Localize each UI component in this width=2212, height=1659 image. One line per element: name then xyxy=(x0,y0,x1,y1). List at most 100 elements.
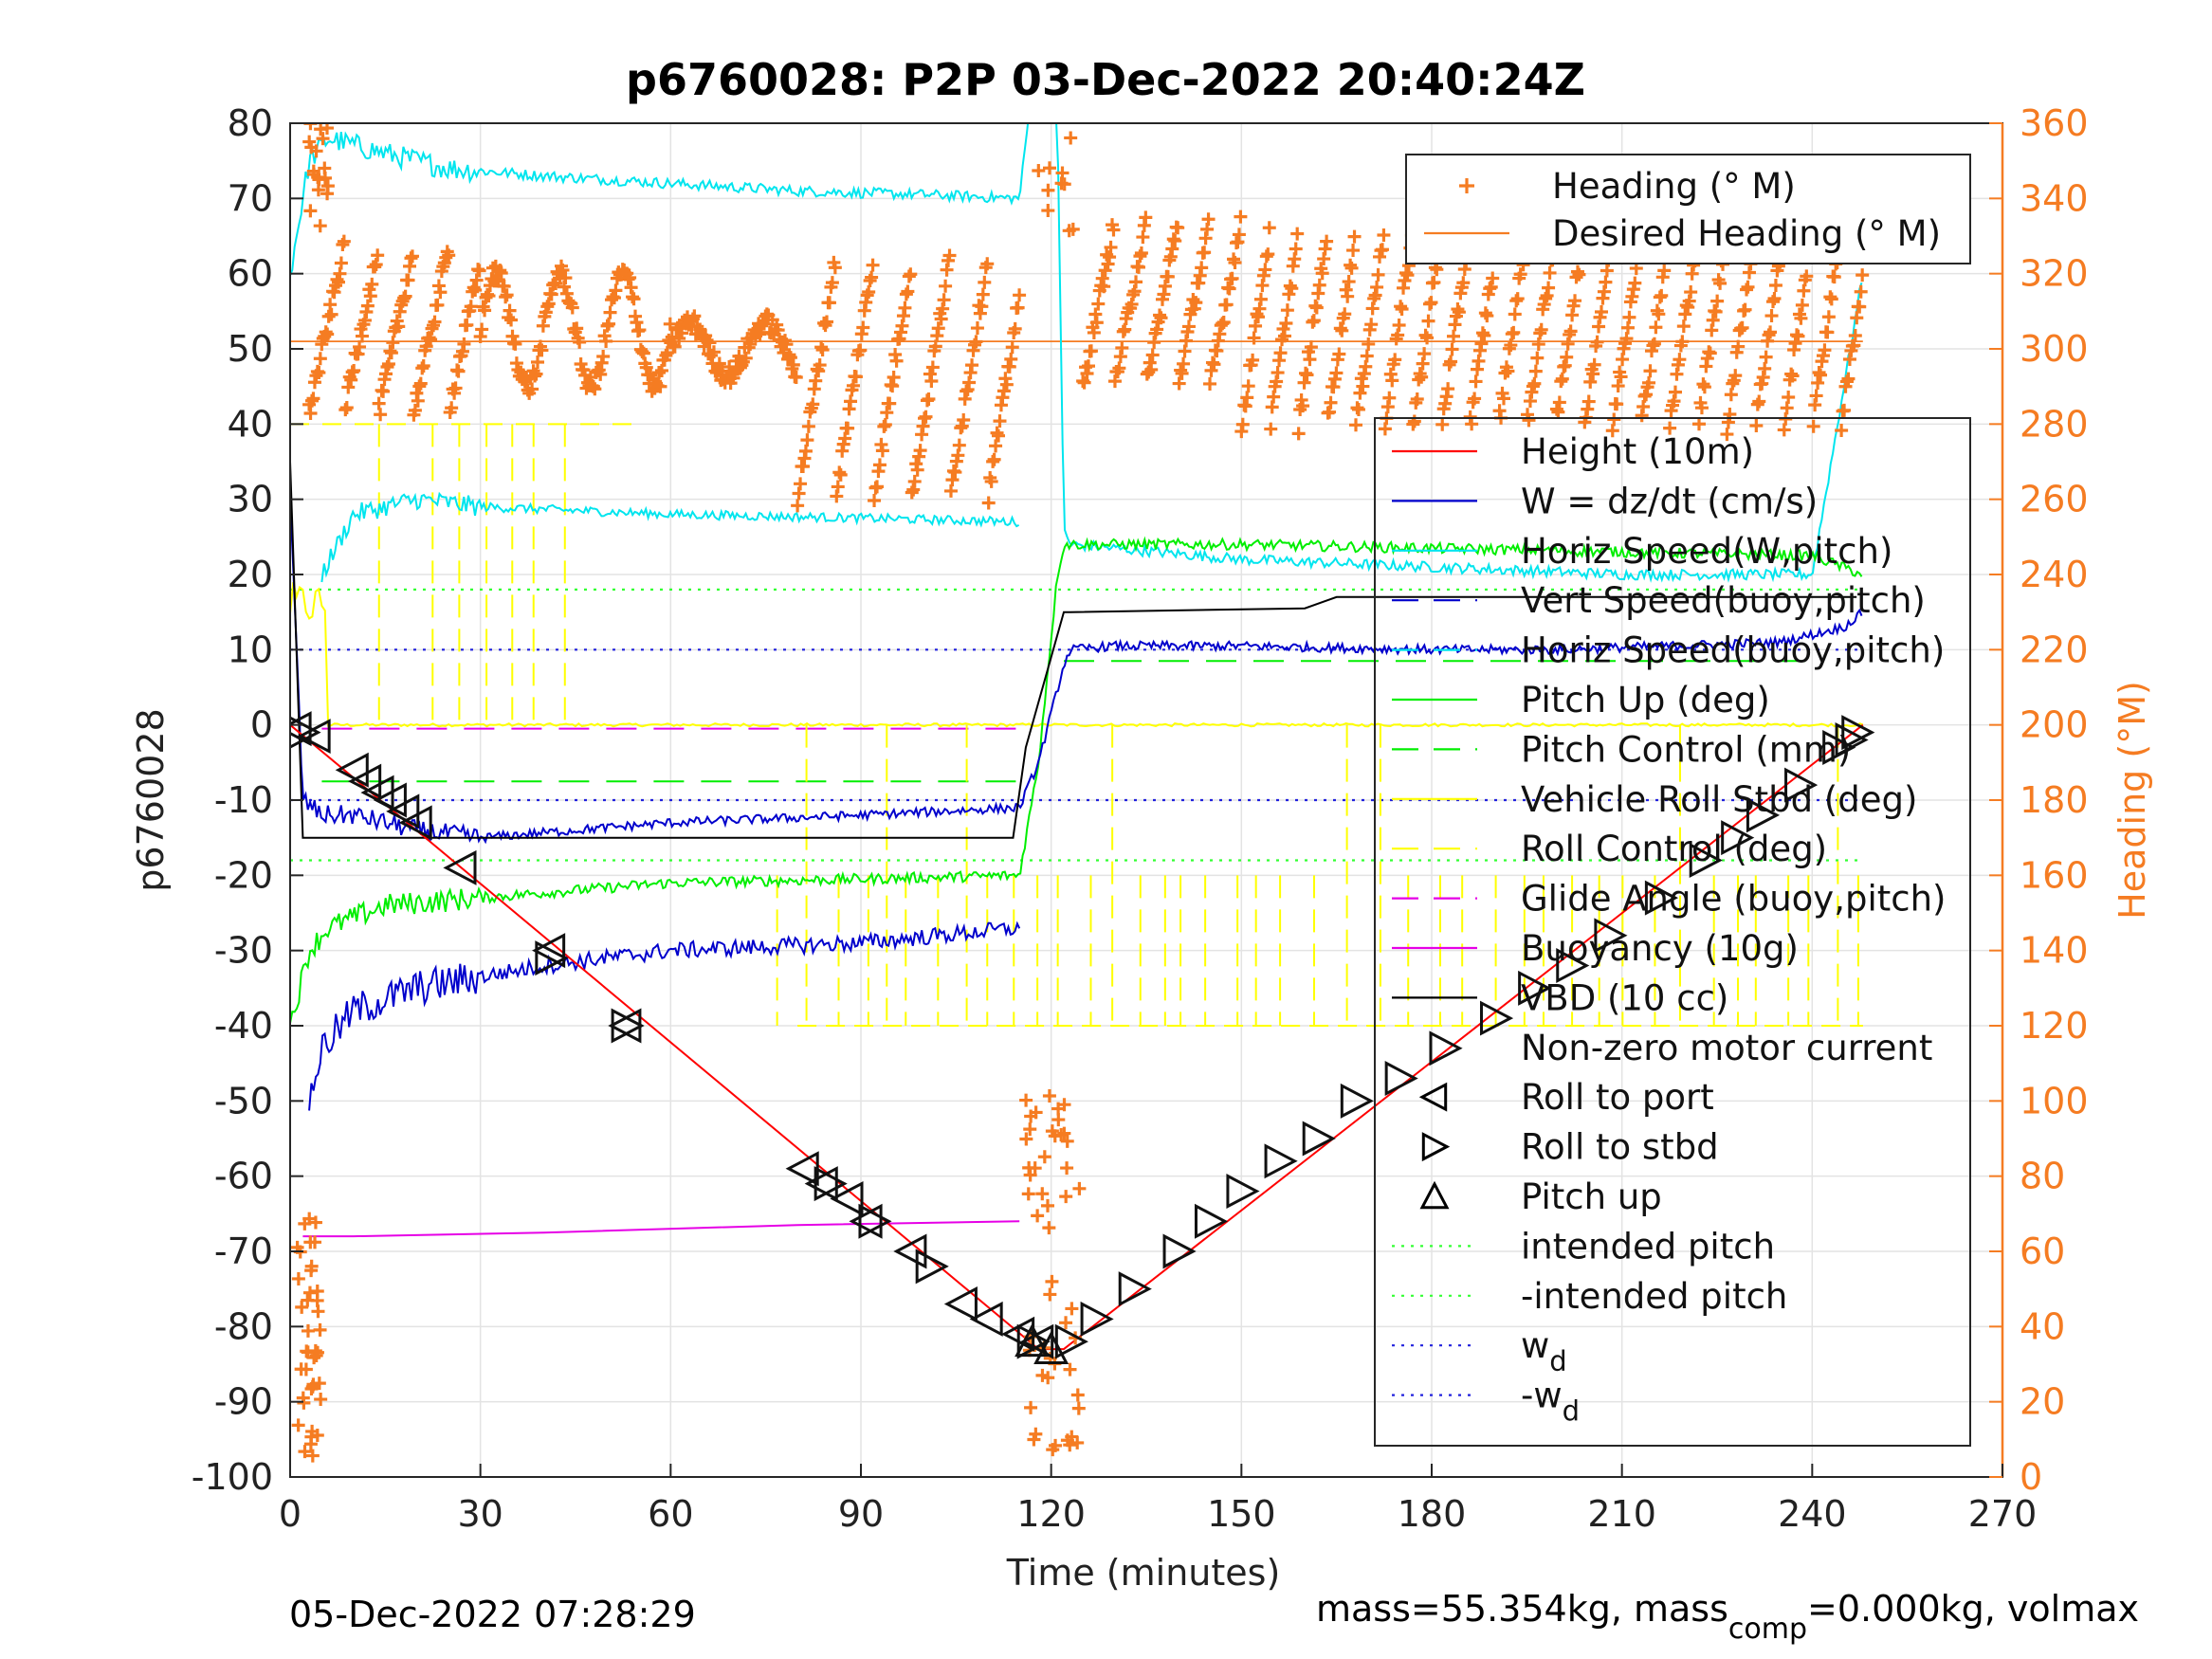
vert-speed-buoy-line xyxy=(308,921,1021,1111)
heading-marker xyxy=(1392,319,1406,333)
y-tick-label: 40 xyxy=(228,403,273,445)
heading-marker xyxy=(464,300,478,314)
heading-marker xyxy=(1207,357,1221,372)
roll-stbd-marker xyxy=(1479,1000,1514,1036)
y-tick-label: -60 xyxy=(214,1156,273,1197)
heading-marker xyxy=(313,1322,327,1337)
heading-marker xyxy=(1011,301,1025,315)
y-right-tick-label: 220 xyxy=(2020,629,2089,670)
roll-stbd-marker xyxy=(858,1203,892,1239)
heading-marker xyxy=(875,444,889,458)
heading-marker xyxy=(1599,275,1613,289)
heading-marker xyxy=(1145,348,1160,362)
heading-marker xyxy=(1581,394,1596,409)
heading-marker xyxy=(451,364,466,378)
heading-marker xyxy=(337,234,351,248)
heading-marker xyxy=(980,257,995,271)
legend-label: W = dz/dt (cm/s) xyxy=(1521,481,1818,521)
heading-marker xyxy=(1818,343,1832,357)
heading-marker xyxy=(320,179,335,193)
heading-marker xyxy=(1106,223,1121,237)
heading-marker xyxy=(1059,1316,1073,1330)
heading-marker xyxy=(1527,376,1542,391)
heading-marker xyxy=(1219,298,1234,312)
heading-marker xyxy=(1441,382,1455,396)
heading-marker xyxy=(1089,316,1104,330)
heading-marker xyxy=(1232,228,1246,242)
heading-marker xyxy=(1735,320,1749,335)
heading-marker xyxy=(508,337,522,351)
heading-marker xyxy=(919,410,933,424)
heading-marker xyxy=(1144,362,1159,376)
y-right-tick-label: 80 xyxy=(2020,1156,2065,1197)
heading-marker xyxy=(1307,314,1321,328)
footer-timestamp: 05-Dec-2022 07:28:29 xyxy=(289,1594,696,1635)
heading-marker xyxy=(789,370,803,384)
heading-marker xyxy=(627,292,641,306)
legend-label-text: Buoyancy (10g) xyxy=(1521,928,1799,969)
x-tick-label: 90 xyxy=(838,1493,884,1535)
heading-marker xyxy=(1082,359,1095,374)
roll-stbd-marker xyxy=(1194,1203,1229,1239)
heading-marker xyxy=(1814,368,1828,382)
heading-marker xyxy=(653,379,667,393)
heading-marker xyxy=(1057,1098,1071,1112)
heading-marker xyxy=(1064,131,1078,145)
heading-marker xyxy=(306,1377,320,1392)
y-right-tick-label: 300 xyxy=(2020,328,2089,370)
heading-marker xyxy=(1273,346,1288,360)
heading-marker xyxy=(1555,372,1569,386)
heading-marker xyxy=(306,164,320,178)
heading-marker xyxy=(291,1418,305,1432)
heading-marker xyxy=(305,1449,320,1463)
heading-marker xyxy=(1291,427,1306,441)
y-right-tick-label: 60 xyxy=(2020,1231,2065,1272)
roll-port-marker xyxy=(297,719,331,755)
heading-marker xyxy=(1590,335,1604,349)
heading-marker xyxy=(500,288,514,302)
heading-marker xyxy=(1377,228,1391,242)
heading-marker xyxy=(1854,284,1868,299)
legend-label: Roll to port xyxy=(1521,1077,1714,1118)
heading-marker xyxy=(472,264,486,278)
heading-marker xyxy=(374,408,388,422)
heading-marker xyxy=(1759,350,1773,364)
legend-label-sub: d xyxy=(1563,1395,1580,1428)
legend-label-text: Pitch Up (deg) xyxy=(1521,680,1770,720)
y-tick-label: 30 xyxy=(228,479,273,520)
y-axis-label: p6760028 xyxy=(130,708,172,891)
heading-marker xyxy=(872,458,887,472)
legend-label: Height (10m) xyxy=(1521,431,1754,472)
heading-marker xyxy=(1344,261,1359,275)
y-right-tick-label: 100 xyxy=(2020,1080,2089,1121)
heading-marker xyxy=(1697,380,1711,394)
heading-marker xyxy=(596,350,611,364)
heading-marker xyxy=(1507,325,1521,339)
y-right-tick-label: 280 xyxy=(2020,403,2089,445)
heading-marker xyxy=(1271,366,1285,380)
heading-marker xyxy=(1468,392,1482,406)
roll-port-marker xyxy=(893,1233,927,1269)
roll-stbd-marker xyxy=(1226,1174,1260,1210)
roll-stbd-marker xyxy=(1835,722,1869,758)
heading-marker xyxy=(1806,419,1820,433)
heading-marker xyxy=(411,393,425,408)
heading-marker xyxy=(887,371,901,385)
roll-port-marker xyxy=(398,805,432,841)
roll-port-marker xyxy=(532,933,566,969)
roll-stbd-marker xyxy=(1340,1083,1374,1119)
heading-marker xyxy=(1607,412,1621,427)
heading-marker xyxy=(978,275,992,289)
legend-heading: Heading (° M) Desired Heading (° M) xyxy=(1405,154,1971,264)
heading-marker xyxy=(844,394,858,409)
legend-label-text: intended pitch xyxy=(1521,1226,1775,1267)
heading-marker xyxy=(1486,271,1500,285)
y-right-tick-label: 140 xyxy=(2020,930,2089,972)
heading-marker xyxy=(291,1271,305,1285)
legend-main: Height (10m) W = dz/dt (cm/s) Horiz Speed(… xyxy=(1374,417,1971,1447)
heading-marker xyxy=(1070,1388,1085,1402)
roll-stbd-marker xyxy=(1518,970,1552,1006)
heading-marker xyxy=(1649,320,1663,335)
roll-stbd-marker xyxy=(1556,948,1590,984)
heading-marker xyxy=(1835,423,1849,437)
